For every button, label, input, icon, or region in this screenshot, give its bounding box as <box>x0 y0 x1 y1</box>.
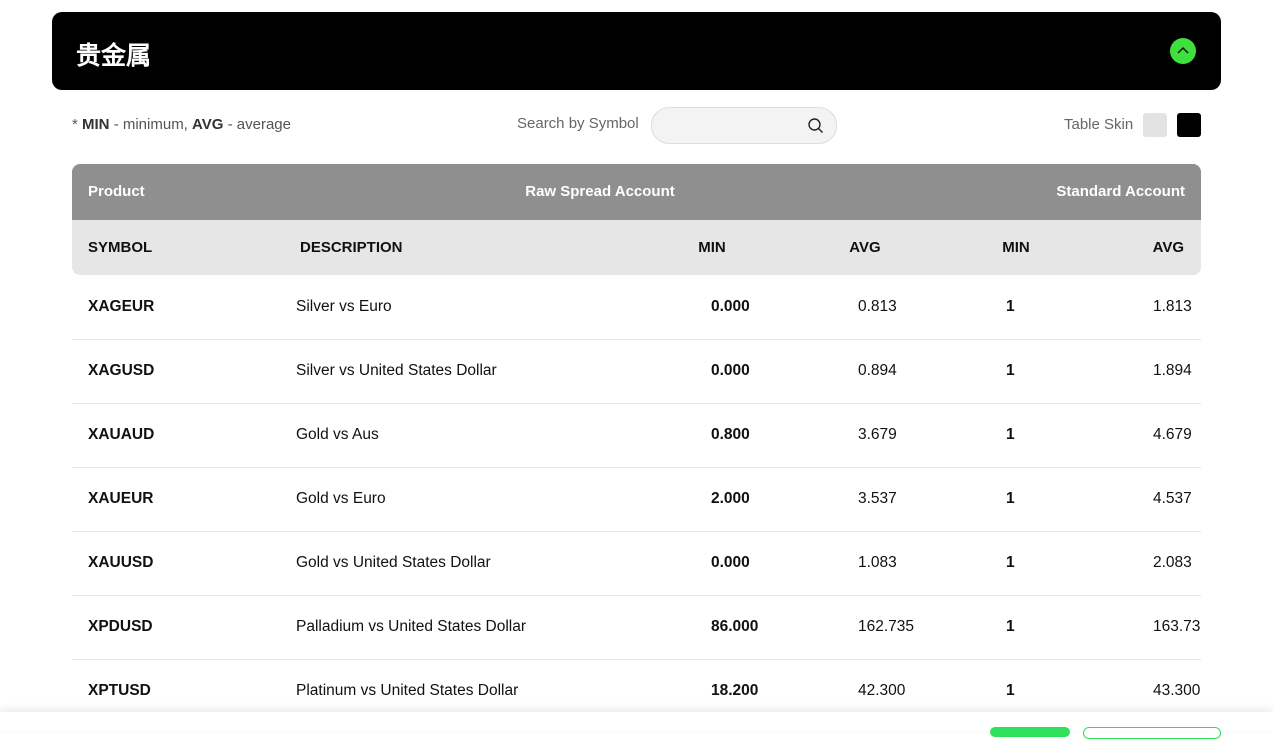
raw-min: 86.000 <box>711 618 759 635</box>
legend-note: * MIN - minimum, AVG - average <box>72 116 291 133</box>
table-row: XPDUSD Palladium vs United States Dollar 8… <box>72 595 1201 660</box>
std-min: 1 <box>1006 554 1015 571</box>
symbol: XAUAUD <box>88 426 155 443</box>
column-header: MIN <box>698 239 726 256</box>
column-header: AVG <box>1152 239 1184 256</box>
table-row: XPTUSD Platinum vs United States Dollar 18… <box>72 659 1201 712</box>
skin-light[interactable] <box>1143 113 1167 137</box>
description: Gold vs Aus <box>296 426 379 443</box>
raw-avg: 1.083 <box>858 554 897 571</box>
primary-button[interactable] <box>990 727 1070 737</box>
description: Silver vs United States Dollar <box>296 362 497 379</box>
std-avg: 4.679 <box>1153 426 1192 443</box>
legend-text: - average <box>227 116 291 133</box>
std-min: 1 <box>1006 362 1015 379</box>
column-header: AVG <box>849 239 881 256</box>
section-title: 贵金属 <box>76 42 152 70</box>
description: Platinum vs United States Dollar <box>296 682 519 699</box>
group-header: Raw Spread Account <box>525 183 675 200</box>
table-row: XAUUSD Gold vs United States Dollar 0.000 1… <box>72 531 1201 596</box>
std-min: 1 <box>1006 426 1015 443</box>
column-header-row: SYMBOL DESCRIPTION MIN AVG MIN AVG <box>72 220 1201 275</box>
raw-min: 18.200 <box>711 682 759 699</box>
search-input[interactable] <box>651 107 837 144</box>
group-header-row: Product Raw Spread Account Standard Accoun… <box>72 164 1201 220</box>
raw-min: 0.000 <box>711 554 750 571</box>
std-min: 1 <box>1006 682 1015 699</box>
column-header: SYMBOL <box>88 239 153 256</box>
legend-term: MIN <box>82 116 110 133</box>
table-row: XAUEUR Gold vs Euro 2.000 3.537 1 4.537 <box>72 467 1201 532</box>
collapse-button[interactable] <box>1170 38 1196 64</box>
bottom-bar <box>0 712 1273 739</box>
column-header: DESCRIPTION <box>300 239 403 256</box>
std-avg: 4.537 <box>1153 490 1192 507</box>
std-avg: 1.894 <box>1153 362 1192 379</box>
std-avg: 1.813 <box>1153 298 1192 315</box>
std-min: 1 <box>1006 490 1015 507</box>
description: Gold vs Euro <box>296 490 386 507</box>
std-min: 1 <box>1006 298 1015 315</box>
symbol: XAGUSD <box>88 362 155 379</box>
chevron-icon <box>1177 46 1189 54</box>
skin-label: Table Skin <box>1064 116 1134 133</box>
raw-avg: 0.813 <box>858 298 897 315</box>
std-min: 1 <box>1006 618 1015 635</box>
raw-avg: 3.537 <box>858 490 897 507</box>
raw-min: 2.000 <box>711 490 750 507</box>
symbol: XAGEUR <box>88 298 155 315</box>
section-header: 贵金属 <box>52 12 1221 90</box>
symbol: XAUUSD <box>88 554 154 571</box>
raw-avg: 162.735 <box>858 618 915 635</box>
std-avg: 2.083 <box>1153 554 1192 571</box>
symbol: XAUEUR <box>88 490 154 507</box>
legend-prefix: * <box>72 116 78 133</box>
column-header: MIN <box>1002 239 1030 256</box>
group-header: Standard Account <box>1056 183 1185 200</box>
raw-min: 0.000 <box>711 362 750 379</box>
symbol: XPDUSD <box>88 618 153 635</box>
legend-term: AVG <box>192 116 224 133</box>
raw-avg: 42.300 <box>858 682 906 699</box>
raw-avg: 0.894 <box>858 362 897 379</box>
raw-avg: 3.679 <box>858 426 897 443</box>
secondary-button[interactable] <box>1083 727 1221 739</box>
raw-min: 0.000 <box>711 298 750 315</box>
group-header: Product <box>88 183 145 200</box>
description: Palladium vs United States Dollar <box>296 618 527 635</box>
legend-text: - minimum, <box>113 116 188 133</box>
table-row: XAGEUR Silver vs Euro 0.000 0.813 1 1.813 <box>72 275 1201 340</box>
std-avg: 163.73 <box>1153 618 1201 635</box>
description: Gold vs United States Dollar <box>296 554 491 571</box>
raw-min: 0.800 <box>711 426 750 443</box>
skin-dark[interactable] <box>1177 113 1201 137</box>
description: Silver vs Euro <box>296 298 392 315</box>
search-label: Search by Symbol <box>517 115 639 132</box>
search-icon <box>808 118 823 133</box>
table-row: XAGUSD Silver vs United States Dollar 0.00… <box>72 339 1201 404</box>
std-avg: 43.300 <box>1153 682 1201 699</box>
table-body: XAGEUR Silver vs Euro 0.000 0.813 1 1.813 XAGU… <box>72 275 1201 712</box>
symbol: XPTUSD <box>88 682 151 699</box>
table-row: XAUAUD Gold vs Aus 0.800 3.679 1 4.679 <box>72 403 1201 468</box>
